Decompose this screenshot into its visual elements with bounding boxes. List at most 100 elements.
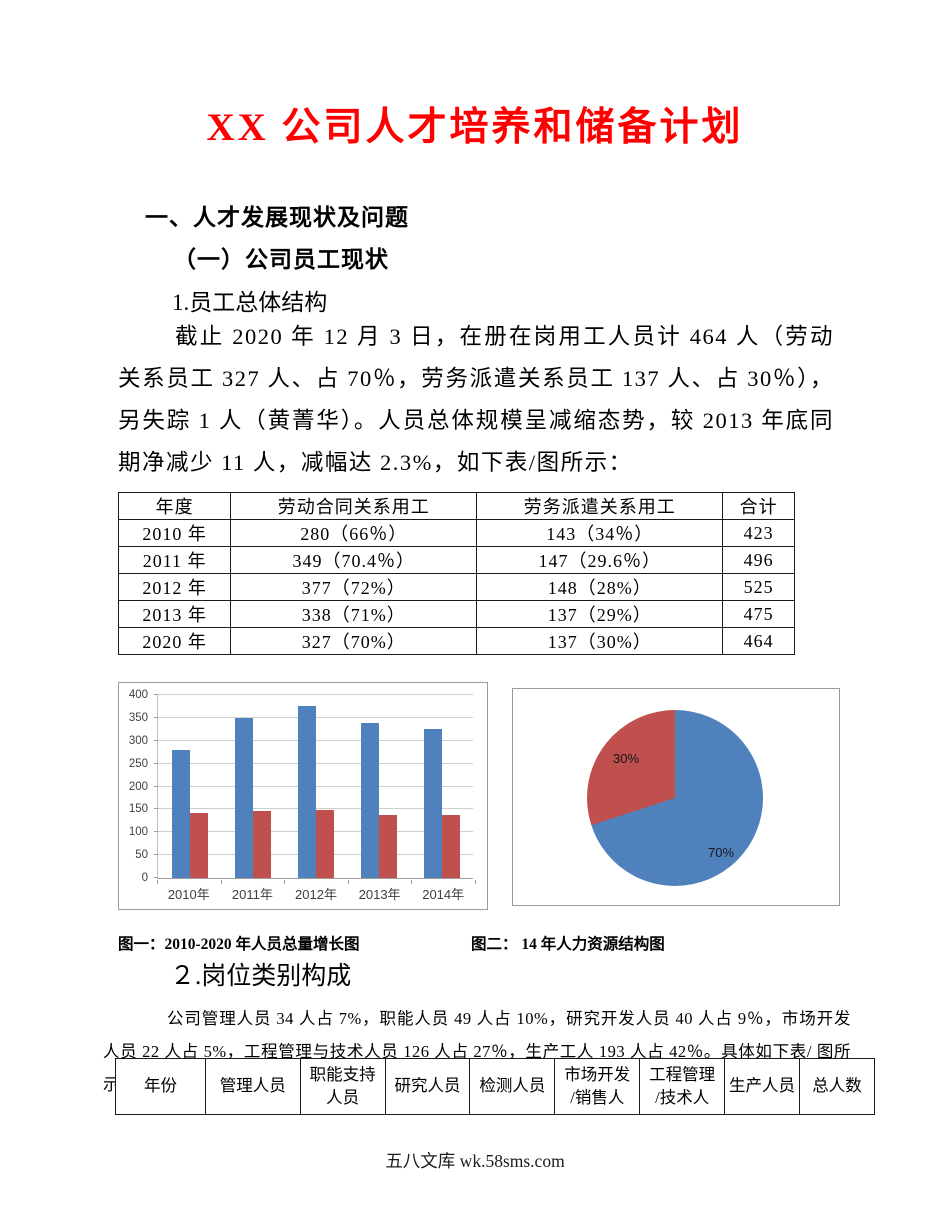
bar-chart-plot: 0 50 100 150 200 250 300 350 400 — [129, 689, 473, 884]
y-axis-tick-mark — [154, 854, 158, 856]
y-axis-tick-label: 50 — [135, 849, 148, 862]
bar-group — [284, 695, 347, 878]
y-axis-tick-mark — [154, 808, 158, 810]
table1-cell: 464 — [722, 627, 795, 655]
bar-red — [189, 812, 208, 878]
pie-chart: 30% 70% — [512, 688, 840, 906]
employment-table: 年度 劳动合同关系用工 劳务派遣关系用工 合计 2010 年 280（66％） 143（34… — [117, 492, 795, 655]
gridline — [158, 739, 473, 741]
y-axis-tick-mark — [154, 716, 158, 718]
table2-header-cell: 生产人员 — [724, 1058, 800, 1115]
pie-label-30: 30% — [613, 751, 640, 766]
bar-group — [410, 695, 473, 878]
bar-blue — [423, 728, 442, 878]
x-axis-tick-label: 2014年 — [422, 887, 465, 902]
table1-cell: 423 — [722, 519, 795, 547]
table2-header-cell: 年份 — [115, 1058, 206, 1115]
y-axis-tick-mark — [154, 739, 158, 741]
bar-blue — [234, 718, 253, 878]
table1-cell: 525 — [722, 573, 795, 601]
x-axis-tick-mark — [475, 880, 476, 884]
gridline — [158, 785, 473, 787]
gridline — [158, 716, 473, 718]
table1-cell: 147（29.6％） — [476, 546, 724, 574]
figure-caption-2: 图二： 14 年人力资源结构图 — [471, 936, 665, 953]
bar-red — [315, 810, 334, 878]
table-header-row: 年份 管理人员 职能支持 人员 研究人员 检测人员 市场开发 /销售人 工程管理 /技术人生… — [115, 1058, 875, 1115]
table-row: 2013 年 338（71%） 137（29%） 475 — [117, 600, 795, 628]
table2-header-cell: 检测人员 — [469, 1058, 556, 1115]
y-axis-tick-mark — [154, 831, 158, 833]
table1-header-cell: 年度 — [117, 492, 232, 520]
table-row: 2010 年 280（66％） 143（34％） 423 — [117, 519, 795, 547]
bar-group — [347, 695, 410, 878]
gridline — [158, 694, 473, 695]
table1-cell: 2020 年 — [117, 627, 232, 655]
bar-chart: 0 50 100 150 200 250 300 350 400 2010年 2011年 2012年… — [118, 682, 488, 910]
x-axis-tick-label: 2010年 — [167, 887, 210, 902]
y-axis-tick-label: 150 — [128, 803, 148, 816]
paragraph-position-breakdown: 公司管理人员 34 人占 7%，职能人员 49 人占 10%，研究开发人员 40… — [103, 1009, 851, 1094]
table1-cell: 338（71%） — [230, 600, 478, 628]
x-axis-tick-mark — [157, 880, 158, 884]
table1-cell: 475 — [722, 600, 795, 628]
bar-blue — [360, 723, 379, 878]
position-category-table-body: 年份 管理人员 职能支持 人员 研究人员 检测人员 市场开发 /销售人 工程管理 /技术人生… — [115, 1058, 875, 1115]
table1-cell: 2013 年 — [117, 600, 232, 628]
figure-caption-1: 图一：2010-2020 年人员总量增长图 — [118, 936, 360, 953]
bar-red — [378, 815, 397, 878]
table2-header-cell: 总人数 — [799, 1058, 875, 1115]
table2-header-cell: 管理人员 — [204, 1058, 301, 1115]
gridline — [158, 808, 473, 810]
table2-header-cell: 职能支持 人员 — [299, 1058, 386, 1115]
table1-cell: 496 — [722, 546, 795, 574]
table-header-row: 年度 劳动合同关系用工 劳务派遣关系用工 合计 — [117, 492, 795, 520]
y-axis-tick-label: 200 — [128, 780, 148, 793]
section-heading-1: 一、人才发展现状及问题 — [145, 205, 409, 230]
table1-cell: 2012 年 — [117, 573, 232, 601]
table1-header-cell: 劳动合同关系用工 — [230, 492, 478, 520]
x-axis-tick-label: 2013年 — [358, 887, 401, 902]
subsection-heading-1-1: （一）公司员工现状 — [173, 247, 389, 272]
table-row: 2012 年 377（72%） 148（28%） 525 — [117, 573, 795, 601]
bar-red — [441, 815, 460, 878]
y-axis-tick-label: 0 — [141, 872, 148, 884]
employment-table-body: 年度 劳动合同关系用工 劳务派遣关系用工 合计 2010 年 280（66％） 143（34… — [117, 492, 795, 655]
table2-header-cell: 研究人员 — [384, 1058, 471, 1115]
y-axis-tick-mark — [154, 877, 158, 878]
table1-cell: 137（29%） — [476, 600, 724, 628]
bar-group — [158, 695, 221, 878]
table1-cell: 349（70.4％） — [230, 546, 478, 574]
gridline — [158, 762, 473, 764]
paragraph-employee-overview: 截止 2020 年 12 月 3 日，在册在岗用工人员计 464 人（劳动关系员… — [118, 324, 834, 475]
pie-label-70: 70% — [708, 845, 735, 860]
table1-cell: 148（28%） — [476, 573, 724, 601]
table1-cell: 377（72%） — [230, 573, 478, 601]
table1-cell: 2010 年 — [117, 519, 232, 547]
table1-header-cell: 劳务派遣关系用工 — [476, 492, 724, 520]
y-axis-tick-label: 350 — [128, 711, 148, 724]
pie-circle — [587, 710, 763, 886]
y-axis-tick-mark — [154, 785, 158, 787]
table2-header-cell: 市场开发 /销售人 — [554, 1058, 641, 1115]
table1-cell: 327（70%） — [230, 627, 478, 655]
table1-cell: 143（34％） — [476, 519, 724, 547]
bar-red — [252, 810, 271, 878]
y-axis-tick-mark — [154, 762, 158, 764]
bar-blue — [297, 705, 316, 878]
y-axis-tick-label: 100 — [128, 826, 148, 839]
y-axis-tick-label: 400 — [128, 689, 148, 701]
x-axis-tick-mark — [411, 880, 413, 884]
y-axis-tick-mark — [154, 694, 158, 695]
x-axis-tick-mark — [284, 880, 286, 884]
table1-cell: 280（66％） — [230, 519, 478, 547]
table-row: 2011 年 349（70.4％） 147（29.6％） 496 — [117, 546, 795, 574]
y-axis-tick-label: 300 — [128, 734, 148, 747]
x-axis-tick-label: 2012年 — [295, 887, 337, 902]
x-axis-tick-label: 2011年 — [231, 887, 273, 902]
bar-group — [221, 695, 284, 878]
page-title: XX 公司人才培养和储备计划 — [206, 106, 744, 149]
bar-blue — [171, 749, 190, 878]
table2-header-cell: 工程管理 /技术人 — [639, 1058, 726, 1115]
item-heading-position-category: ２.岗位类别构成 — [170, 963, 352, 990]
